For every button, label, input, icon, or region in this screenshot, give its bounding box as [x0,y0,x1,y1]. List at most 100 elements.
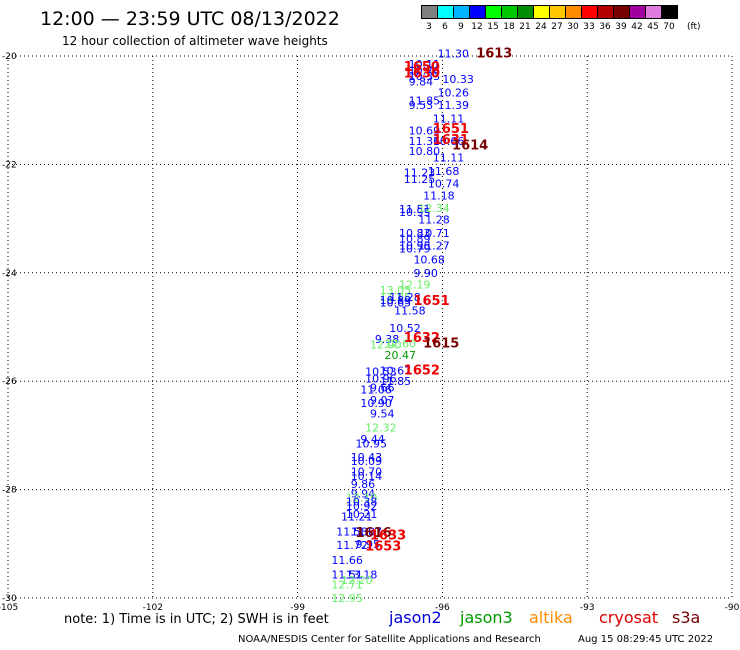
swh-value-label: 12.71 [331,578,363,591]
swh-value-label: 10.21 [346,508,378,521]
swh-value-label: 13.18 [346,569,378,582]
x-tick-label: -96 [435,603,450,613]
swh-value-label: 9.53 [409,99,434,112]
swh-value-label: 11.06 [360,383,392,396]
satellite-legend-item: cryosat [599,608,659,627]
x-tick-label: -105 [0,603,18,613]
credit-text: NOAA/NESDIS Center for Satellite Applica… [238,634,541,645]
y-tick-label: -26 [2,377,17,387]
color-scale-label: 24 [535,22,547,32]
swh-value-label: 10.26 [438,86,470,99]
swh-value-label: 9.90 [413,267,438,280]
color-scale-label: 70 [663,22,675,32]
color-scale-bar [421,5,678,19]
color-scale-label: 30 [567,22,579,32]
axis-tick-labels: -105 -102 -99 -96 -93 -90 -20 -22 -24 -26 -28 -30 [0,52,740,613]
color-scale-label: 6 [442,22,448,32]
color-scale-label: 12 [471,22,483,32]
swh-value-label: 10.89 [380,294,412,307]
swh-value-label: 10.11 [409,58,441,71]
swh-value-label: 12.19 [399,279,431,292]
track-time-label: 1614 [452,138,488,153]
track-time-label: 1651 [433,122,469,137]
swh-value-label: 12.90 [370,338,402,351]
swh-value-label: 10.80 [409,145,441,158]
swh-value-label: 11.11 [433,151,465,164]
swh-value-label: 12.34 [418,202,450,215]
swh-value-label: 10.66 [433,135,465,148]
color-scale-label: 36 [599,22,611,32]
track-time-label: 1615 [423,336,459,351]
track-labels: 1613165016301651163116141651163216151652… [356,46,513,554]
swh-value-label: 11.18 [423,189,455,202]
swh-value-label: 11.51 [399,203,431,216]
swh-value-label: 11.58 [394,305,426,318]
color-scale-unit: (ft) [687,22,701,32]
color-scale-label: 15 [487,22,499,32]
track-time-label: 1632 [404,331,440,346]
swh-value-label: 10.90 [360,397,392,410]
swh-value-label: 9.54 [370,408,395,421]
swh-value-label: 11.21 [341,511,373,524]
track-time-label: 1653 [365,540,401,555]
swh-value-label: 9.66 [370,382,395,395]
track-time-label: 1631 [433,133,469,148]
swh-value-label: 11.25 [404,173,436,186]
swh-value-label: 11.86 [380,291,412,304]
swh-value-label: 11.51 [331,569,363,582]
satellite-legend-item: jason2 [389,608,442,627]
swh-value-label: 11.28 [389,291,421,304]
swh-value-label: 11.27 [418,240,450,253]
swh-value-label: 12.32 [365,421,397,434]
y-tick-label: -30 [2,594,17,604]
swh-value-label: 11.66 [331,554,363,567]
swh-value-label: 10.95 [356,438,388,451]
swh-value-label: 9.07 [370,394,395,407]
y-tick-label: -22 [2,160,17,170]
swh-value-label: 10.92 [346,500,378,513]
footer-note: note: 1) Time is in UTC; 2) SWH is in fe… [64,612,329,627]
color-scale-label: 21 [519,22,531,32]
swh-value-label: 10.96 [365,372,397,385]
track-time-label: 1616 [356,526,392,541]
swh-value-label: 11.87 [351,525,383,538]
swh-value-label: 11.72 [336,539,368,552]
swh-value-label: 10.71 [418,227,450,240]
track-time-label: 1652 [404,363,440,378]
color-scale-label: 3 [426,22,432,32]
swh-value-label: 11.85 [380,375,412,388]
swh-value-label: 12.60 [384,337,416,350]
track-time-label: 1613 [476,46,512,61]
swh-value-label: 11.11 [433,112,465,125]
x-tick-label: -93 [580,603,595,613]
swh-value-label: 11.36 [409,135,441,148]
y-tick-label: -24 [2,269,17,279]
swh-value-label: 11.85 [409,94,441,107]
generated-timestamp: Aug 15 08:29:45 UTC 2022 [578,634,714,645]
color-scale-label: 39 [615,22,627,32]
swh-value-label: 11.28 [418,214,450,227]
swh-value-label: 9.94 [351,487,376,500]
track-time-label: 1651 [413,294,449,309]
swh-value-label: 10.76 [409,65,441,78]
page-title: 12:00 — 23:59 UTC 08/13/2022 [40,8,340,30]
swh-value-label: 10.89 [399,233,431,246]
page-subtitle: 12 hour collection of altimeter wave hei… [62,34,328,48]
color-scale-label: 45 [647,22,659,32]
x-tick-label: -90 [725,603,740,613]
swh-value-label: 13.05 [380,284,412,297]
swh-value-label: 12.95 [331,592,363,605]
swh-value-label: 9.84 [409,75,434,88]
swh-value-label: 10.43 [351,451,383,464]
swh-value-label: 9.38 [375,333,400,346]
swh-value-label: 12.10 [346,492,378,505]
swh-value-label: 10.33 [442,73,474,86]
grid-lines [7,55,733,599]
swh-value-label: 10.74 [428,177,460,190]
swh-value-label: 12.20 [341,574,373,587]
color-scale-label: 9 [458,22,464,32]
swh-value-label: 11.30 [438,47,470,60]
swh-value-label: 10.83 [399,227,431,240]
swh-value-label: 9.95 [356,538,381,551]
